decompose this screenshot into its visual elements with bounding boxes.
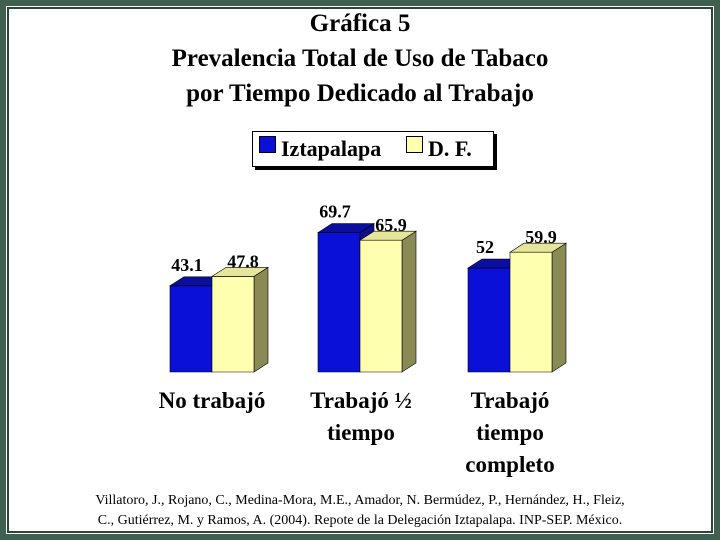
bar-df-2-side xyxy=(551,242,567,373)
value-label-iztapalapa-0: 43.1 xyxy=(171,255,203,275)
bar-df-1 xyxy=(359,239,403,373)
bar-iztapalapa-1-top xyxy=(316,223,376,233)
bar-iztapalapa-1 xyxy=(317,232,361,373)
bar-iztapalapa-2 xyxy=(467,267,511,373)
source-line-2: C., Gutiérrez, M. y Ramos, A. (2004). Re… xyxy=(97,513,623,528)
title-line-2: Prevalencia Total de Uso de Tabaco xyxy=(171,45,549,72)
bar-df-0-top xyxy=(210,267,270,277)
category-label-no-trabajo: No trabajó xyxy=(158,388,266,413)
title-line-1: Gráfica 5 xyxy=(309,10,411,37)
value-label-iztapalapa-1: 69.7 xyxy=(319,202,351,222)
category-label-tiempo-completo: Trabajó tiempo completo xyxy=(465,388,555,477)
legend-swatch-df xyxy=(406,136,423,153)
value-label-iztapalapa-2: 52 xyxy=(476,237,494,257)
value-label-df-0: 47.8 xyxy=(227,251,259,271)
bar-iztapalapa-0 xyxy=(169,285,213,373)
bar-df-1-top xyxy=(358,230,418,241)
chart-legend: Iztapalapa D. F. xyxy=(252,131,494,167)
bar-df-0 xyxy=(211,276,255,373)
bar-df-2-top xyxy=(508,242,568,253)
bar-df-1-side xyxy=(401,230,417,373)
legend-swatch-iztapalapa xyxy=(259,136,276,153)
source-citation: Villatoro, J., Rojano, C., Medina-Mora, … xyxy=(20,491,700,531)
legend-label-df: D. F. xyxy=(428,136,472,161)
value-label-df-2: 59.9 xyxy=(525,227,557,247)
source-line-1: Villatoro, J., Rojano, C., Medina-Mora, … xyxy=(95,493,625,508)
legend-label-iztapalapa: Iztapalapa xyxy=(281,136,382,161)
category-label-medio-tiempo: Trabajó ½ tiempo xyxy=(310,388,412,445)
title-line-3: por Tiempo Dedicado al Trabajo xyxy=(186,80,534,107)
bar-df-0-side xyxy=(253,266,269,373)
bar-df-2 xyxy=(509,251,553,373)
value-label-df-1: 65.9 xyxy=(375,215,407,235)
